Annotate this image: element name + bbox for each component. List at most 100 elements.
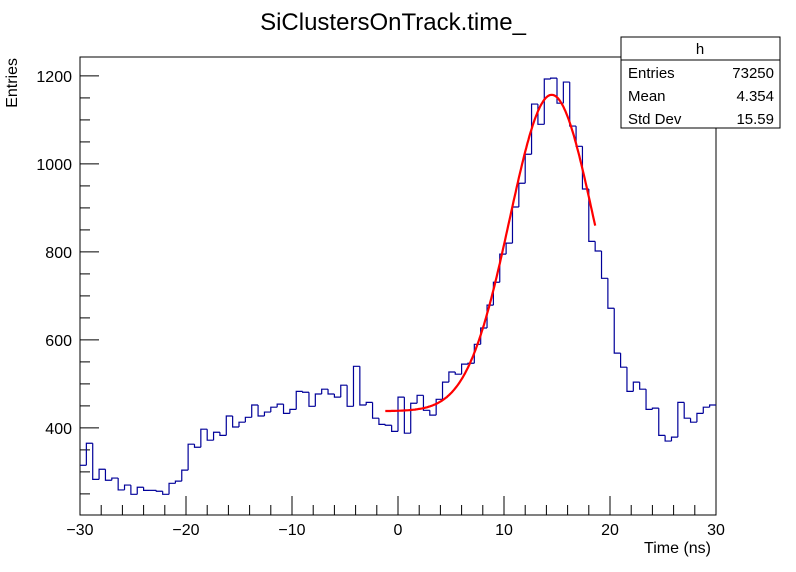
histogram-bin — [511, 206, 519, 244]
histogram-bin — [181, 469, 189, 482]
histogram-bin — [620, 353, 627, 368]
histogram-bin — [613, 308, 621, 354]
histogram-bin — [550, 77, 557, 79]
histogram-bin — [117, 478, 125, 491]
histogram-bin — [168, 482, 176, 495]
histogram-bin — [92, 443, 100, 480]
histogram-bin — [155, 490, 163, 492]
histogram-bin — [219, 432, 227, 436]
histogram-bin — [225, 415, 233, 436]
x-tick-label: 0 — [394, 522, 403, 539]
x-axis-label: Time (ns) — [644, 540, 711, 557]
histogram-bin — [677, 401, 685, 438]
histogram-bin — [340, 384, 348, 398]
histogram-bin — [104, 469, 112, 481]
histogram-bin — [136, 486, 144, 495]
histogram-bin — [327, 389, 335, 395]
histogram-bin — [709, 404, 716, 408]
histogram-bin — [244, 416, 252, 423]
histogram-bin — [658, 408, 666, 436]
histogram-bin — [626, 367, 634, 392]
histogram-bin — [359, 366, 367, 406]
stats-box: h Entries 73250 Mean 4.354 Std Dev 15.59 — [620, 36, 781, 129]
histogram-bin — [98, 468, 106, 480]
histogram-bin — [130, 485, 138, 495]
histogram-bin — [505, 242, 513, 255]
histogram-bin — [371, 402, 379, 419]
histogram-bin — [391, 425, 398, 433]
x-tick-label: −20 — [172, 522, 199, 539]
histogram-bin — [467, 362, 475, 365]
y-tick-label: 600 — [45, 333, 72, 350]
histogram-bin — [543, 78, 551, 125]
histogram-bin — [632, 381, 640, 392]
histogram-bin — [422, 395, 430, 411]
histogram-bin — [696, 412, 704, 423]
histogram-bin — [333, 394, 341, 398]
histogram-bin — [162, 491, 170, 495]
y-tick-label: 800 — [45, 245, 72, 262]
histogram-bin — [238, 421, 246, 428]
stats-mean-label: Mean — [628, 88, 666, 105]
histogram-bin — [187, 443, 195, 471]
histogram-bin — [702, 406, 710, 414]
histogram-bin — [276, 403, 284, 408]
histogram-bin — [212, 431, 220, 441]
histogram-bin — [193, 444, 201, 448]
histogram-bin — [607, 278, 615, 309]
x-tick-label: −30 — [66, 522, 93, 539]
histogram-bin — [302, 391, 309, 393]
histogram-bin — [123, 484, 131, 490]
histogram-bin — [562, 81, 570, 104]
histogram-bin — [378, 418, 386, 425]
histogram-bin — [314, 393, 322, 407]
stats-stddev-label: Std Dev — [628, 111, 682, 128]
histogram-bin — [232, 416, 239, 428]
histogram-bin — [588, 188, 596, 242]
histogram-bin — [410, 402, 418, 434]
histogram-bin — [492, 281, 500, 306]
stats-mean-value: 4.354 — [736, 88, 774, 105]
x-tick-label: −10 — [278, 522, 305, 539]
histogram-bin — [263, 411, 271, 417]
histogram-bin — [251, 404, 259, 418]
histogram-bin — [429, 410, 437, 416]
histogram-bin — [645, 389, 653, 411]
histogram-bin — [365, 401, 373, 406]
y-axis-label: Entries — [4, 58, 21, 108]
histogram-bin — [111, 477, 119, 481]
histogram-bin — [689, 418, 697, 423]
histogram-bin — [257, 405, 265, 417]
stats-title: h — [696, 41, 704, 58]
histogram-bin — [530, 103, 538, 155]
histogram-bin — [454, 372, 462, 375]
histogram-bin — [143, 487, 150, 491]
histogram-bin — [594, 241, 602, 252]
histogram-bin — [403, 397, 411, 434]
chart-title: SiClustersOnTrack.time_ — [260, 9, 526, 36]
histogram-bin — [480, 327, 488, 345]
histogram-bin — [174, 480, 182, 484]
histogram-bin — [499, 253, 507, 283]
stats-entries-value: 73250 — [732, 65, 774, 82]
histogram-bin — [670, 436, 678, 442]
x-tick-label: 30 — [707, 522, 725, 539]
stats-entries-label: Entries — [628, 65, 675, 82]
histogram-bin — [683, 402, 691, 419]
histogram-bin — [352, 365, 360, 407]
histogram-bin — [448, 371, 456, 383]
histogram-bin — [397, 396, 405, 432]
stats-stddev-value: 15.59 — [736, 111, 774, 128]
y-tick-label: 1200 — [36, 69, 72, 86]
fit-curve — [385, 93, 597, 413]
histogram-bin — [200, 428, 208, 448]
histogram-bin — [435, 398, 443, 416]
histogram-bin — [308, 392, 316, 407]
histogram-bin — [569, 82, 577, 127]
histogram-bin — [289, 408, 297, 414]
histogram-bin — [282, 404, 290, 414]
histogram-bin — [346, 385, 354, 407]
histogram-bin — [461, 363, 468, 375]
histogram-bin — [295, 390, 303, 410]
